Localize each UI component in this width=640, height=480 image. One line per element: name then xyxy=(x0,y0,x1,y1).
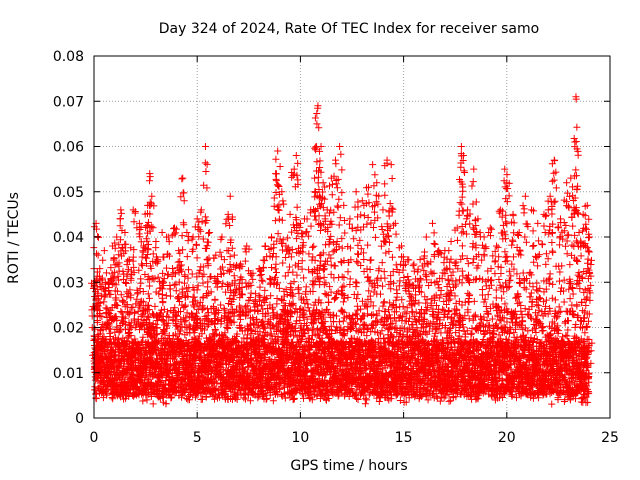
data-point xyxy=(199,373,207,381)
data-point xyxy=(158,371,166,379)
data-point xyxy=(131,363,139,371)
data-points xyxy=(88,93,596,408)
data-point xyxy=(134,340,142,348)
data-point xyxy=(445,397,453,405)
data-point xyxy=(226,317,234,325)
data-point xyxy=(203,355,211,363)
data-point xyxy=(131,335,139,343)
data-point xyxy=(134,307,142,315)
data-point xyxy=(149,400,157,408)
data-point xyxy=(379,282,387,290)
data-point xyxy=(121,373,129,381)
data-point xyxy=(189,367,197,375)
data-point xyxy=(164,361,172,369)
data-point xyxy=(162,400,170,408)
data-point xyxy=(172,287,180,295)
data-point xyxy=(206,389,214,397)
data-point xyxy=(185,396,193,404)
data-point xyxy=(126,322,134,330)
data-point xyxy=(139,333,147,341)
data-point xyxy=(144,312,152,320)
data-point xyxy=(145,305,153,313)
data-point xyxy=(148,310,156,318)
data-point xyxy=(178,323,186,331)
data-point xyxy=(133,382,141,390)
data-point xyxy=(115,366,123,374)
data-point xyxy=(201,326,209,334)
data-point xyxy=(207,335,215,343)
data-point xyxy=(211,395,219,403)
data-point xyxy=(133,295,141,303)
data-point xyxy=(300,274,308,282)
data-point xyxy=(138,337,146,345)
data-point xyxy=(269,397,277,405)
data-point xyxy=(361,395,369,403)
data-point xyxy=(211,386,219,394)
data-point xyxy=(354,290,362,298)
data-point xyxy=(144,328,152,336)
data-point xyxy=(252,290,260,298)
data-point xyxy=(180,385,188,393)
data-point xyxy=(108,347,116,355)
data-point xyxy=(114,335,122,343)
data-point xyxy=(143,396,151,404)
data-point xyxy=(339,298,347,306)
data-point xyxy=(339,317,347,325)
data-point xyxy=(132,300,140,308)
data-point xyxy=(353,310,361,318)
data-point xyxy=(136,285,144,293)
data-point xyxy=(139,397,147,405)
data-point xyxy=(225,361,233,369)
data-point xyxy=(124,369,132,377)
data-point xyxy=(224,321,232,329)
data-point xyxy=(202,334,210,342)
data-point xyxy=(164,308,171,316)
data-point xyxy=(205,309,213,317)
data-point xyxy=(193,309,201,317)
data-point xyxy=(243,335,251,343)
data-point xyxy=(172,321,180,329)
data-point xyxy=(152,320,160,328)
data-point xyxy=(128,357,136,365)
data-point xyxy=(146,282,154,290)
data-point xyxy=(122,385,130,393)
data-point xyxy=(339,308,347,316)
data-point xyxy=(107,325,115,333)
data-point xyxy=(117,308,125,316)
data-point xyxy=(129,371,137,379)
data-point xyxy=(261,286,269,294)
data-point xyxy=(198,395,206,403)
data-point xyxy=(352,283,360,291)
data-point xyxy=(202,393,210,401)
data-point xyxy=(126,329,134,337)
data-point xyxy=(109,361,117,369)
